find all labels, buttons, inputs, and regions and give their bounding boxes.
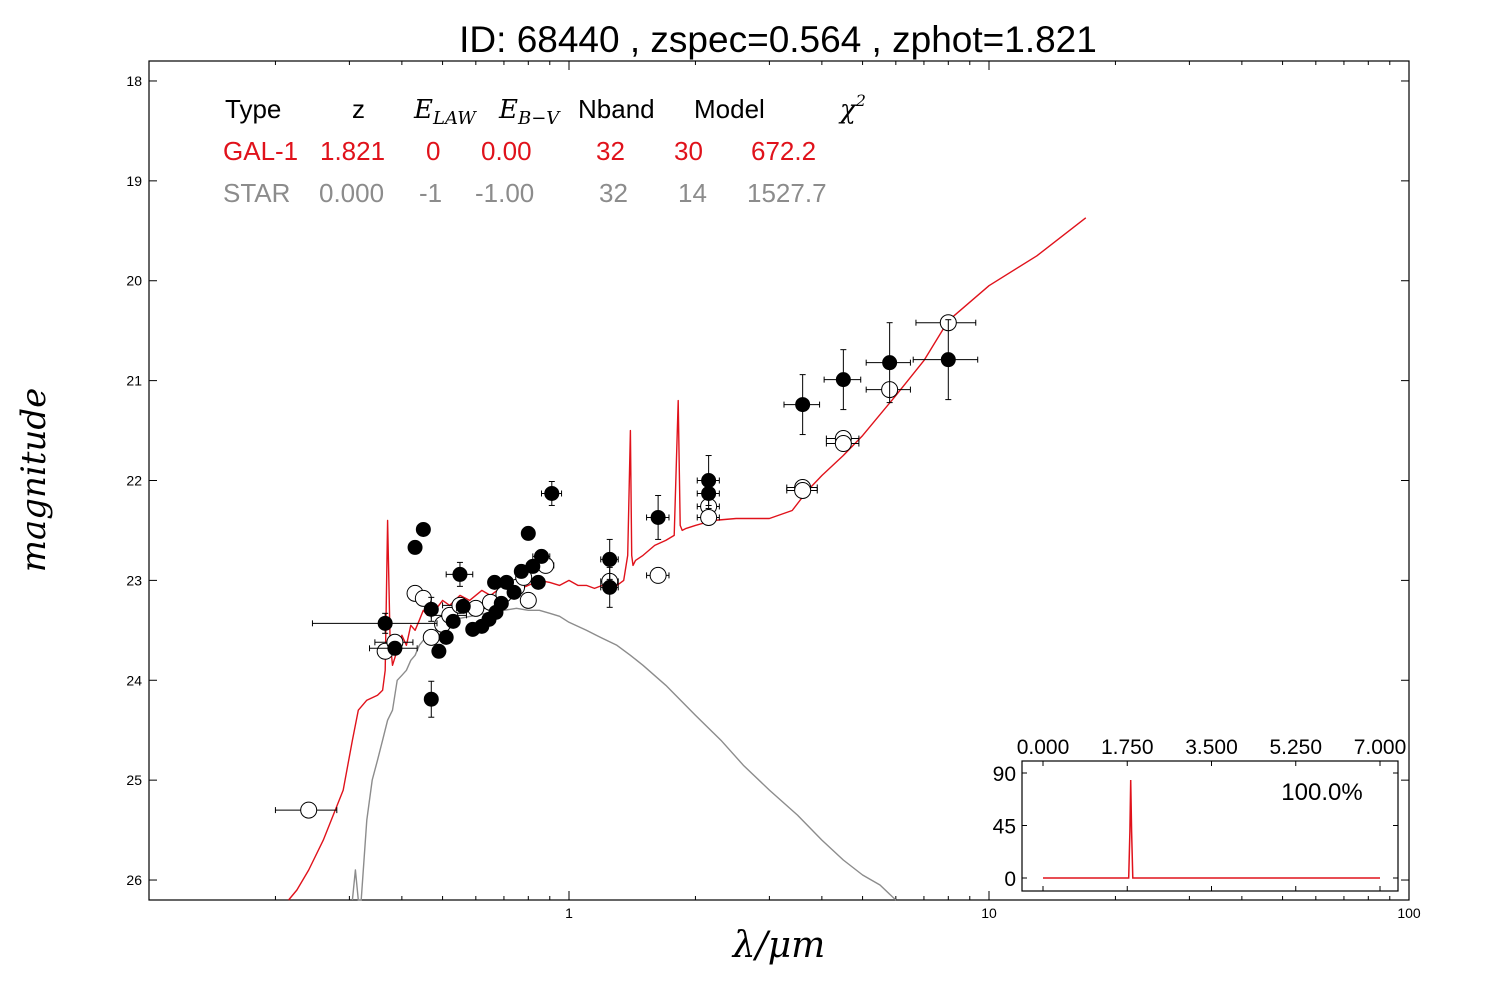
- header-elaw-sub: LAW: [432, 108, 477, 129]
- y-tick-label: 26: [126, 872, 142, 888]
- header-chi2-main: χ: [838, 95, 858, 125]
- observed-flux-point: [795, 397, 811, 413]
- gal-nband: 32: [596, 136, 625, 166]
- observed-flux-point: [530, 574, 546, 590]
- star-z: 0.000: [319, 178, 384, 208]
- fit-table: Type z ELAW EB−V Nband Model χ2 GAL-1 1.…: [223, 91, 866, 208]
- observed-flux-point: [431, 643, 447, 659]
- inset-x-tick-label: 0.000: [1017, 736, 1070, 759]
- gal-chi2: 672.2: [751, 136, 816, 166]
- observed-flux-point: [387, 640, 403, 656]
- star-model: 14: [678, 178, 707, 208]
- inset-x-tick-label: 1.750: [1101, 736, 1154, 759]
- observed-flux-point: [602, 579, 618, 595]
- inset-x-tick-label: 5.250: [1269, 736, 1322, 759]
- inset-y-tick-label: 90: [993, 763, 1016, 786]
- y-tick-label: 22: [126, 473, 142, 489]
- chart-title: ID: 68440 , zspec=0.564 , zphot=1.821: [459, 19, 1097, 60]
- star-nband: 32: [599, 178, 628, 208]
- fit-row-star: STAR 0.000 -1 -1.00 32 14 1527.7: [223, 178, 827, 208]
- inset-x-tick-label: 7.000: [1354, 736, 1407, 759]
- observed-flux-point: [445, 613, 461, 629]
- y-tick-label: 20: [126, 273, 142, 289]
- observed-flux-point: [452, 566, 468, 582]
- observed-flux-point: [701, 485, 717, 501]
- gal-type: GAL-1: [223, 136, 298, 166]
- observed-flux-point: [438, 629, 454, 645]
- observed-flux-point: [882, 355, 898, 371]
- model-flux-point: [422, 628, 440, 646]
- observed-flux-point: [506, 584, 522, 600]
- observed-flux-point: [499, 574, 515, 590]
- gal-z: 1.821: [320, 136, 385, 166]
- observed-flux-point: [493, 595, 509, 611]
- observed-flux-point: [940, 352, 956, 368]
- header-elaw-main: E: [413, 95, 433, 125]
- gal-elaw: 0: [426, 136, 440, 166]
- observed-flux-point: [423, 601, 439, 617]
- header-type: Type: [225, 94, 281, 124]
- pdz-inset: 0.000 1.750 3.500 5.250 7.000 0 45 90 100.0%: [993, 736, 1407, 892]
- header-nband: Nband: [578, 94, 655, 124]
- gal-ebv: 0.00: [481, 136, 532, 166]
- gal-model: 30: [674, 136, 703, 166]
- model-flux-point: [519, 591, 537, 609]
- x-tick-label: 1: [565, 905, 573, 921]
- y-tick-label: 19: [126, 173, 142, 189]
- y-tick-label: 21: [126, 373, 142, 389]
- observed-flux-point: [377, 615, 393, 631]
- model-flux-point: [794, 481, 812, 499]
- x-tick-label: 100: [1397, 905, 1421, 921]
- observed-flux-point: [415, 521, 431, 537]
- observed-flux-point: [544, 485, 560, 501]
- header-ebv: EB−V: [498, 95, 561, 129]
- observed-flux-point: [650, 509, 666, 525]
- star-chi2: 1527.7: [747, 178, 827, 208]
- observed-flux-point: [407, 539, 423, 555]
- star-elaw: -1: [419, 178, 442, 208]
- inset-axes: 0.000 1.750 3.500 5.250 7.000 0 45 90: [993, 736, 1407, 891]
- header-ebv-sub: B−V: [517, 108, 561, 129]
- fit-table-header: Type z ELAW EB−V Nband Model χ2: [225, 91, 866, 129]
- galaxy-template-curve: [288, 217, 1087, 901]
- x-axis-label: λ/μm: [731, 925, 825, 966]
- inset-frame: [1021, 760, 1399, 892]
- x-tick-label: 10: [981, 905, 997, 921]
- star-ebv: -1.00: [475, 178, 534, 208]
- model-flux-point: [700, 508, 718, 526]
- observed-flux-point: [455, 598, 471, 614]
- inset-y-tick-label: 0: [1004, 868, 1016, 891]
- observed-flux-point: [533, 548, 549, 564]
- y-tick-label: 25: [126, 772, 142, 788]
- y-tick-label: 18: [126, 73, 142, 89]
- observed-flux-point: [835, 372, 851, 388]
- inset-percent: 100.0%: [1281, 779, 1362, 806]
- inset-x-tick-label: 3.500: [1185, 736, 1238, 759]
- pdz-curve: [1043, 779, 1380, 879]
- x-axis: 1 10 100: [274, 61, 1421, 921]
- model-flux-point: [300, 801, 318, 819]
- header-elaw: ELAW: [413, 95, 477, 129]
- fit-row-galaxy: GAL-1 1.821 0 0.00 32 30 672.2: [223, 136, 816, 166]
- header-model: Model: [694, 94, 765, 124]
- observed-flux-point: [423, 691, 439, 707]
- inset-y-tick-label: 45: [993, 816, 1016, 839]
- header-chi2: χ2: [838, 91, 866, 125]
- model-flux-point: [834, 435, 852, 453]
- header-z: z: [352, 94, 365, 124]
- y-axis-label: magnitude: [14, 388, 54, 573]
- observed-flux-point: [602, 551, 618, 567]
- star-type: STAR: [223, 178, 290, 208]
- model-curves: [288, 217, 1087, 901]
- observed-flux-point: [520, 525, 536, 541]
- model-flux-point: [649, 566, 667, 584]
- photometry-points: [274, 314, 979, 819]
- y-tick-label: 24: [126, 672, 142, 688]
- header-chi2-sup: 2: [855, 91, 866, 110]
- inset-curve: [1043, 779, 1380, 879]
- header-ebv-main: E: [498, 95, 518, 125]
- y-tick-label: 23: [126, 572, 142, 588]
